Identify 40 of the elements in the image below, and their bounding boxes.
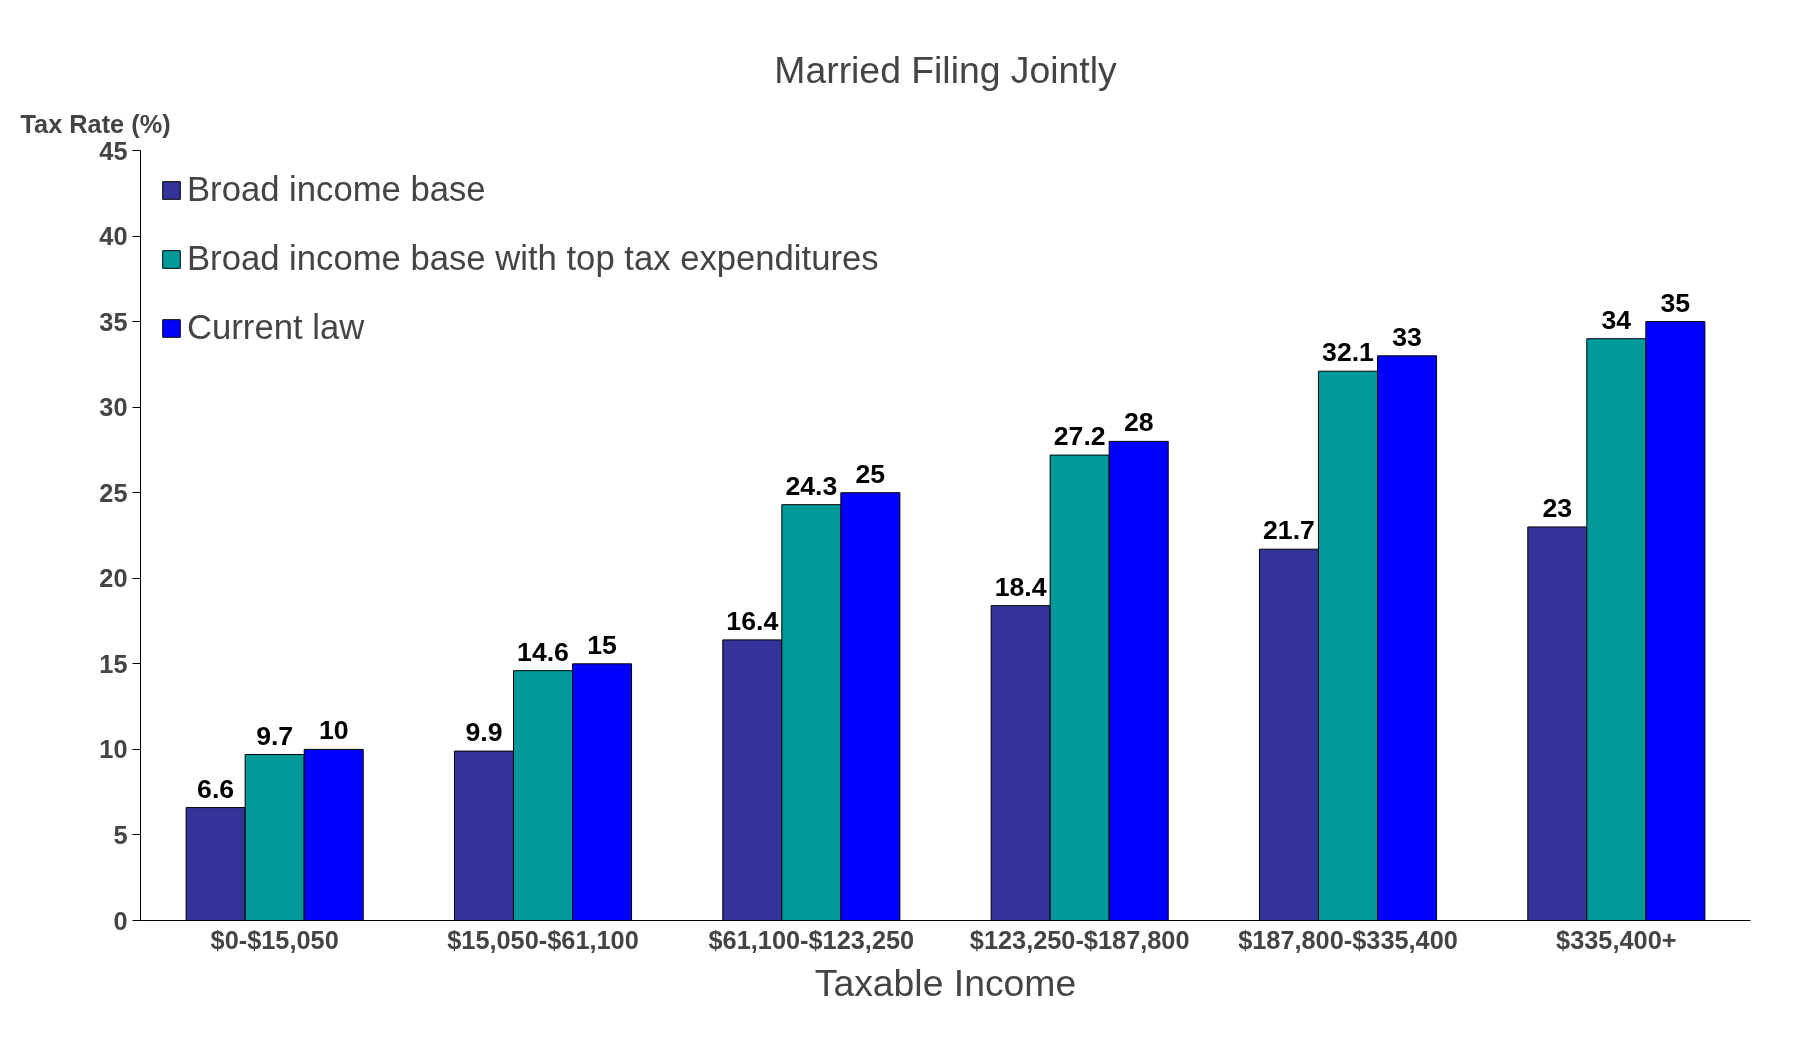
legend-label: Current law <box>187 308 365 347</box>
y-tick-label: 25 <box>99 478 128 507</box>
chart-title: Married Filing Jointly <box>774 48 1117 91</box>
y-tick-label: 45 <box>99 136 128 165</box>
data-label: 9.7 <box>256 720 294 751</box>
x-tick-label: $123,250-$187,800 <box>969 925 1190 954</box>
x-tick-label: $335,400+ <box>1556 925 1677 954</box>
y-tick-label: 20 <box>99 564 128 593</box>
data-label: 23 <box>1542 492 1573 523</box>
x-tick-label: $15,050-$61,100 <box>447 925 639 954</box>
y-tick-label: 35 <box>99 307 128 336</box>
data-label: 10 <box>318 715 349 746</box>
x-tick-label: $61,100-$123,250 <box>708 925 915 954</box>
y-tick-label: 30 <box>99 393 128 422</box>
data-label: 14.6 <box>517 636 569 667</box>
data-label: 9.9 <box>465 717 503 748</box>
data-label: 32.1 <box>1322 337 1375 368</box>
data-label: 25 <box>855 458 886 489</box>
x-axis-title: Taxable Income <box>814 961 1077 1004</box>
y-tick-label: 5 <box>113 820 128 849</box>
data-label: 15 <box>587 629 618 660</box>
legend-label: Broad income base <box>187 170 486 209</box>
y-axis-title: Tax Rate (%) <box>20 110 171 138</box>
data-label: 34 <box>1601 304 1632 335</box>
data-label: 33 <box>1392 321 1422 352</box>
data-label: 35 <box>1660 287 1691 318</box>
y-tick-label: 40 <box>99 222 128 251</box>
data-label: 16.4 <box>726 605 779 636</box>
y-tick-label: 10 <box>99 735 128 764</box>
y-tick-label: 0 <box>113 906 128 935</box>
data-label: 18.4 <box>994 571 1047 602</box>
legend-label: Broad income base with top tax expenditures <box>187 239 879 278</box>
data-label: 27.2 <box>1053 421 1106 452</box>
data-label: 24.3 <box>785 470 838 501</box>
data-label: 28 <box>1123 407 1154 438</box>
data-label: 21.7 <box>1263 515 1315 546</box>
data-label: 6.6 <box>197 773 235 804</box>
x-tick-label: $0-$15,050 <box>210 925 339 954</box>
x-tick-label: $187,800-$335,400 <box>1238 925 1458 954</box>
y-tick-label: 15 <box>99 649 128 678</box>
